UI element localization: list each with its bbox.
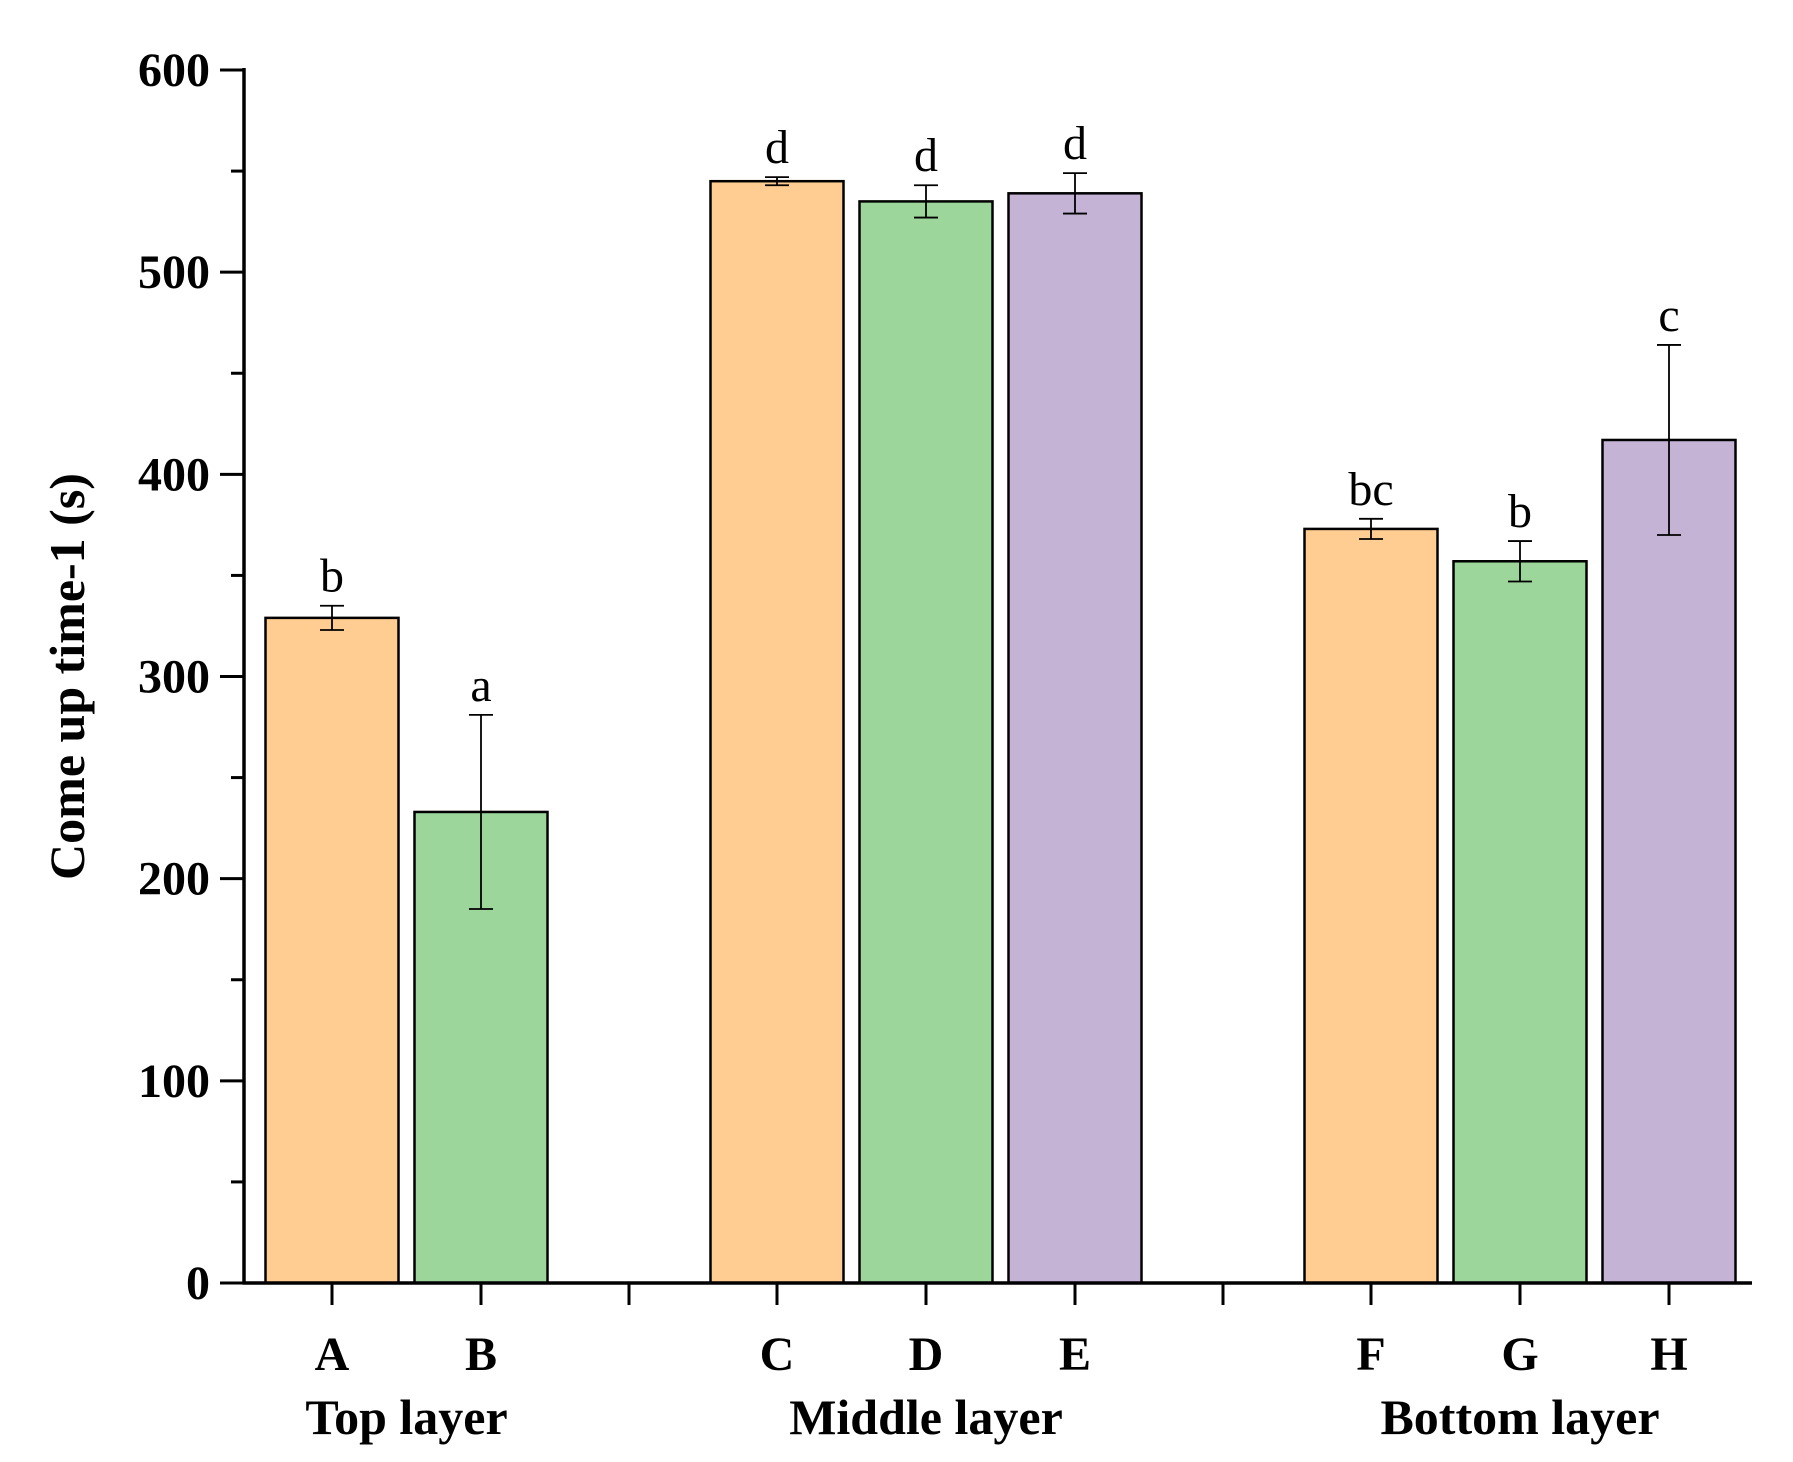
group-label-3: Bottom layer — [1380, 1389, 1659, 1445]
axes-layer — [220, 68, 1752, 1305]
x-tick-label-C: C — [760, 1328, 795, 1381]
labels-layer: b Aa B Top layer d Cd Dd E Middle layer bc Fb Gc H Bo… — [138, 44, 1688, 1445]
y-tick-label-300: 300 — [138, 651, 210, 704]
significance-label-B: a — [470, 659, 491, 712]
x-tick-label-D: D — [909, 1328, 944, 1381]
y-axis-label: Come up time-1 (s) — [39, 473, 95, 880]
bar-G — [1452, 560, 1588, 1285]
y-tick-label-500: 500 — [138, 246, 210, 299]
x-tick-label-E: E — [1059, 1328, 1091, 1381]
significance-label-G: b — [1508, 485, 1532, 538]
y-tick-label-100: 100 — [138, 1055, 210, 1108]
significance-label-C: d — [765, 121, 789, 174]
significance-label-F: bc — [1348, 463, 1393, 516]
y-tick-label-600: 600 — [138, 44, 210, 97]
y-tick-label-400: 400 — [138, 448, 210, 501]
x-tick-label-G: G — [1501, 1328, 1538, 1381]
x-tick-label-B: B — [465, 1328, 497, 1381]
bar-E — [1007, 192, 1143, 1285]
x-tick-label-A: A — [315, 1328, 350, 1381]
y-tick-label-200: 200 — [138, 853, 210, 906]
x-tick-label-F: F — [1356, 1328, 1385, 1381]
bar-F — [1303, 527, 1439, 1285]
significance-label-D: d — [914, 129, 938, 182]
bar-D — [858, 200, 994, 1285]
x-tick-label-H: H — [1650, 1328, 1687, 1381]
significance-label-E: d — [1063, 117, 1087, 170]
significance-label-H: c — [1658, 289, 1679, 342]
significance-label-A: b — [320, 550, 344, 603]
group-label-2: Middle layer — [789, 1389, 1063, 1445]
bar-A — [264, 616, 400, 1285]
bar-C — [709, 179, 845, 1285]
y-tick-label-0: 0 — [186, 1257, 210, 1310]
group-label-1: Top layer — [305, 1389, 507, 1445]
bar-H — [1601, 438, 1737, 1285]
bars-layer — [264, 172, 1737, 1285]
